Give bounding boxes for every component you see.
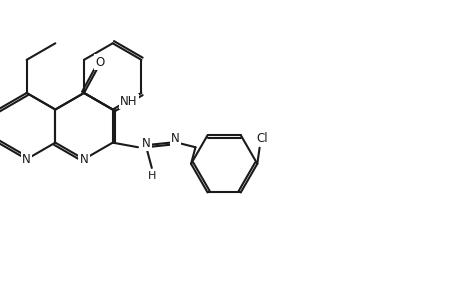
Text: H: H [147, 171, 156, 181]
Text: O: O [95, 56, 105, 69]
Text: Cl: Cl [256, 132, 267, 145]
Text: NH: NH [120, 95, 137, 108]
Text: N: N [79, 153, 88, 166]
Text: N: N [22, 153, 31, 166]
Text: N: N [171, 133, 180, 146]
Text: N: N [141, 137, 151, 150]
